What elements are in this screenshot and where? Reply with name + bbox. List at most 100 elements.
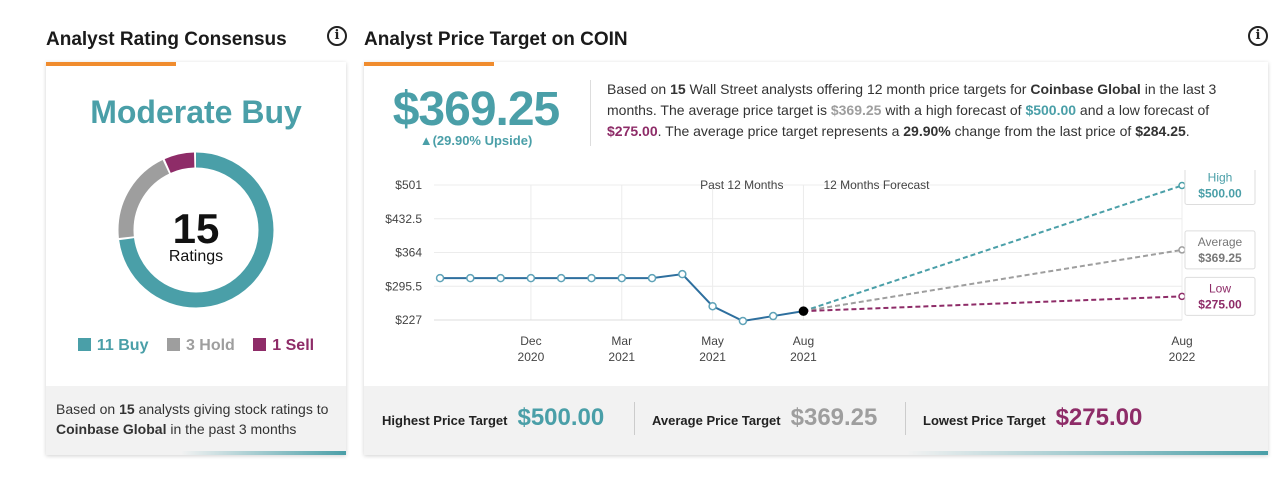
x-tick-month: Aug <box>1171 334 1192 348</box>
forecast-line-low <box>803 295 1183 313</box>
rating-bottom-gradient <box>46 451 346 455</box>
target-card: $369.25 ▲(29.90% Upside) Based on 15 Wal… <box>364 62 1268 455</box>
forecast-label-value: $369.25 <box>1198 251 1242 265</box>
desc-t5: and a low forecast of <box>1076 102 1210 118</box>
price-point <box>647 273 657 283</box>
forecast-label-box-average <box>1184 230 1256 270</box>
forecast-line-high <box>803 184 1183 313</box>
rating-footer-text: Based on 15 analysts giving stock rating… <box>56 399 336 439</box>
rating-card: Moderate Buy 15 Ratings 11 Buy 3 Hold 1 … <box>46 62 346 455</box>
forecast-label-box-low <box>1184 276 1256 316</box>
desc-t2: Wall Street analysts offering 12 month p… <box>685 81 1031 97</box>
rating-footer-company: Coinbase Global <box>56 421 167 437</box>
desc-t7: change from the last price of <box>950 123 1136 139</box>
legend-buy: 11 Buy <box>77 337 149 354</box>
rating-accent-bar <box>46 62 176 66</box>
price-point <box>526 273 536 283</box>
desc-t8: . <box>1185 123 1190 139</box>
x-tick-month: Dec <box>520 334 541 348</box>
y-tick-label: $227 <box>395 313 422 327</box>
legend-hold: 3 Hold <box>166 337 235 354</box>
price-point <box>435 273 445 283</box>
x-tick-month: Mar <box>611 334 632 348</box>
x-tick-year: 2020 <box>518 350 545 364</box>
legend-buy-label: 11 Buy <box>96 337 149 354</box>
legend-sell-swatch <box>253 338 267 351</box>
donut-buy-segment <box>118 152 274 308</box>
x-tick-year: 2021 <box>790 350 817 364</box>
desc-t6: . The average price target represents a <box>657 123 904 139</box>
price-target-chart: $501 $432.5 $364 $295.5 $227 Dec 2020 Mar 2021 Ma… <box>385 170 1256 364</box>
forecast-end-point-average <box>1178 246 1186 254</box>
price-point <box>587 273 596 283</box>
target-description: Based on 15 Wall Street analysts offerin… <box>607 79 1262 142</box>
rating-info-icon[interactable]: i <box>327 26 347 46</box>
x-tick-month: May <box>701 334 724 348</box>
high-target-label: Highest Price Target <box>382 413 508 428</box>
price-point <box>556 273 566 283</box>
x-tick-month: Aug <box>793 334 814 348</box>
rating-footer-p3: in the past 3 months <box>166 421 297 437</box>
forecast-label-name: Average <box>1198 235 1243 249</box>
forecast-label: 12 Months Forecast <box>823 178 930 192</box>
forecast-label-name: High <box>1208 170 1233 184</box>
rating-legend: 11 Buy 3 Hold 1 Sell <box>46 337 346 355</box>
target-info-icon[interactable]: i <box>1248 26 1268 46</box>
desc-t4: with a high forecast of <box>881 102 1026 118</box>
forecast-label-value: $500.00 <box>1198 186 1242 200</box>
low-target-label: Lowest Price Target <box>923 413 1046 428</box>
x-tick-year: 2021 <box>699 350 726 364</box>
desc-count: 15 <box>670 81 686 97</box>
forecast-label-value: $275.00 <box>1198 297 1242 311</box>
y-tick-label: $501 <box>395 178 422 192</box>
low-target-value: $275.00 <box>1055 404 1143 431</box>
forecast-line-average <box>803 248 1183 313</box>
rating-footer-p1: Based on <box>56 401 120 417</box>
price-point <box>678 269 687 279</box>
desc-company: Coinbase Global <box>1030 81 1141 97</box>
forecast-label-name: Low <box>1209 281 1231 295</box>
x-tick-year: 2022 <box>1169 350 1196 364</box>
target-bottom-gradient <box>364 451 1268 455</box>
avg-target-value: $369.25 <box>790 404 878 431</box>
desc-t1: Based on <box>607 81 671 97</box>
rating-footer-p2: analysts giving stock ratings to <box>134 401 329 417</box>
price-point <box>617 273 627 283</box>
x-tick-year: 2021 <box>608 350 635 364</box>
forecast-end-point-high <box>1178 181 1186 190</box>
desc-t3: in the last 3 months. The average price … <box>607 81 1217 118</box>
high-target-block: Highest Price Target $500.00 <box>382 404 604 432</box>
target-footer: Highest Price Target $500.00 Average Pric… <box>364 386 1268 451</box>
y-tick-label: $432.5 <box>385 212 422 226</box>
low-target-block: Lowest Price Target $275.00 <box>923 404 1142 432</box>
ratings-count-label: Ratings <box>168 248 224 265</box>
consensus-label: Moderate Buy <box>90 94 302 130</box>
desc-low: $275.00 <box>607 123 658 139</box>
price-point <box>466 273 475 283</box>
price-point <box>768 311 778 321</box>
forecast-label-box-high <box>1184 170 1256 205</box>
forecast-end-point-low <box>1178 292 1186 301</box>
last-price-point <box>798 306 809 316</box>
upside-label: ▲(29.90% Upside) <box>419 133 533 148</box>
target-section-title: Analyst Price Target on COIN <box>364 29 628 50</box>
rating-footer-num: 15 <box>119 401 135 417</box>
price-point <box>708 301 717 311</box>
desc-avg: $369.25 <box>830 102 882 118</box>
rating-footer: Based on 15 analysts giving stock rating… <box>46 386 346 451</box>
desc-pct: 29.90% <box>903 123 951 139</box>
header-divider <box>590 80 591 146</box>
legend-buy-swatch <box>77 338 91 351</box>
rating-donut <box>118 152 274 308</box>
avg-target-label: Average Price Target <box>652 413 781 428</box>
target-accent-bar <box>364 62 494 66</box>
price-point <box>496 273 505 283</box>
footer-divider-1 <box>634 402 635 435</box>
avg-price-target: $369.25 <box>392 83 561 136</box>
y-tick-label: $295.5 <box>385 279 422 293</box>
price-point <box>738 316 748 326</box>
legend-hold-swatch <box>166 338 180 351</box>
rating-section-title: Analyst Rating Consensus <box>46 29 287 50</box>
legend-sell: 1 Sell <box>253 337 314 354</box>
high-target-value: $500.00 <box>517 404 605 431</box>
